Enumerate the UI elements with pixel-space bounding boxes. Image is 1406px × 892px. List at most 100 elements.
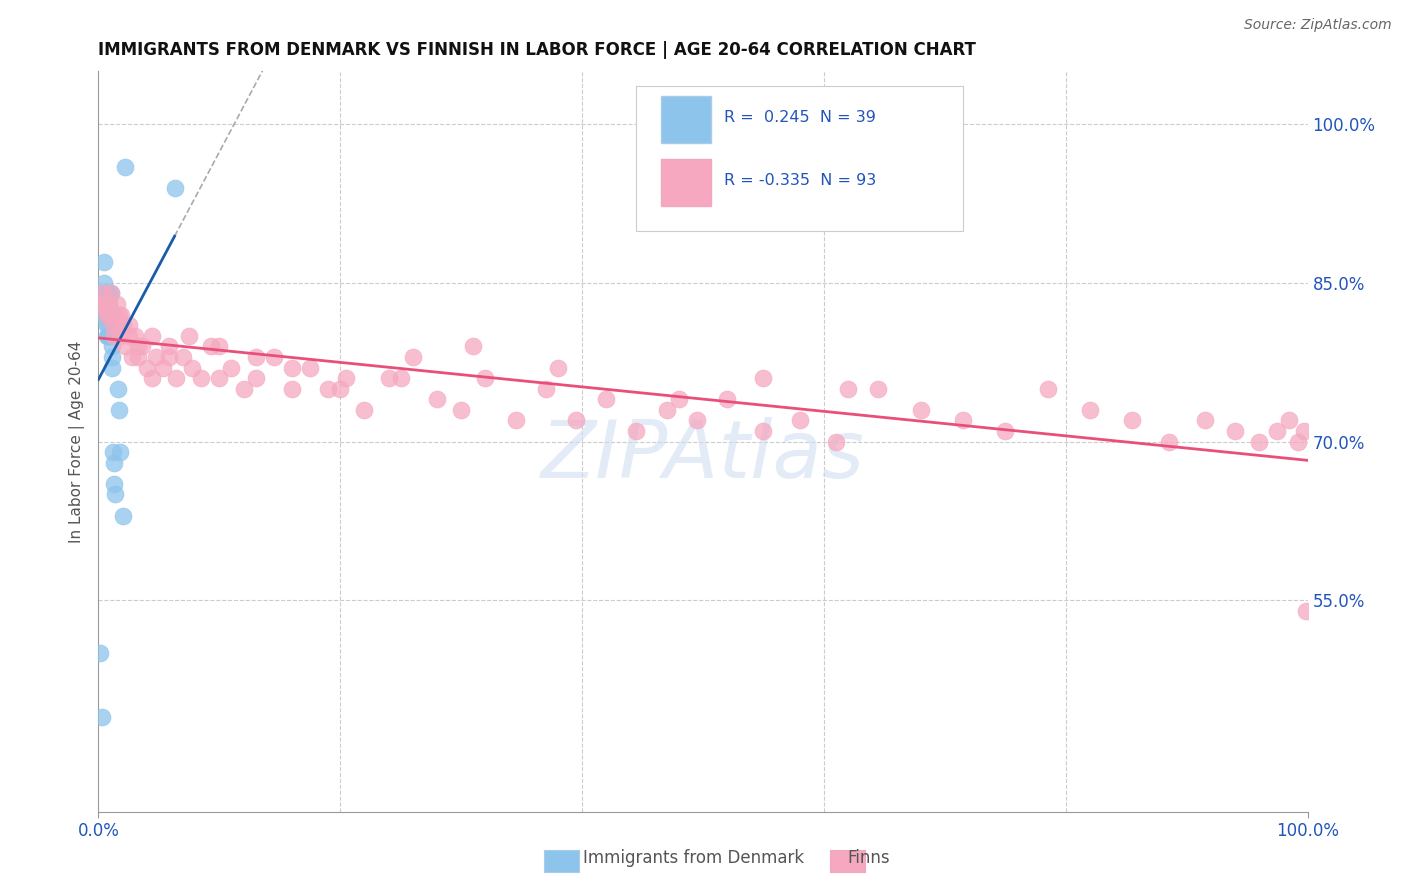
Point [221,360,243,375]
Point [111,318,134,333]
Point [655,402,678,417]
Point [1157,434,1180,449]
Point [208,339,231,353]
Point [101,445,124,459]
Point [152,360,174,375]
Point [100,350,122,364]
Point [100,328,122,343]
Point [245,371,267,385]
Point [141,328,163,343]
Point [96,286,118,301]
Point [100,339,122,353]
Point [825,434,848,449]
Point [752,371,775,385]
Point [353,402,375,417]
Point [837,382,859,396]
Point [127,350,149,364]
Point [96,297,118,311]
Point [104,308,127,322]
Point [90,297,112,311]
Point [389,371,412,385]
Point [157,350,180,364]
Point [165,371,187,385]
Text: Source: ZipAtlas.com: Source: ZipAtlas.com [1244,18,1392,32]
Point [1078,402,1101,417]
Point [402,350,425,364]
Point [91,297,114,311]
Point [107,382,129,396]
Y-axis label: In Labor Force | Age 20-64: In Labor Force | Age 20-64 [69,341,86,542]
Point [97,318,120,333]
Point [335,371,357,385]
Point [93,254,115,268]
Text: ZIPAtlas: ZIPAtlas [541,417,865,495]
Point [100,308,122,322]
Point [141,371,163,385]
Point [1194,413,1216,427]
Point [1036,382,1059,396]
Point [1286,434,1309,449]
Point [1223,424,1246,438]
Point [97,286,120,301]
Point [93,297,115,311]
Point [93,276,115,290]
Point [91,286,114,301]
Point [100,360,122,375]
Point [121,350,143,364]
Point [789,413,811,427]
Point [1267,424,1289,438]
Point [93,286,115,301]
Point [910,402,932,417]
Point [1295,604,1317,618]
Point [124,328,146,343]
Point [114,339,136,353]
Point [96,308,118,322]
Point [565,413,588,427]
Point [91,308,114,322]
Point [1278,413,1301,427]
FancyBboxPatch shape [661,95,711,144]
Point [114,160,136,174]
Point [91,709,114,723]
Point [110,308,132,322]
Point [1121,413,1143,427]
Text: IMMIGRANTS FROM DENMARK VS FINNISH IN LABOR FORCE | AGE 20-64 CORRELATION CHART: IMMIGRANTS FROM DENMARK VS FINNISH IN LA… [98,41,976,59]
Point [96,328,118,343]
Point [163,180,186,194]
Point [172,350,194,364]
Point [104,487,127,501]
Point [105,297,128,311]
Point [179,328,201,343]
Point [868,382,890,396]
FancyBboxPatch shape [661,159,711,206]
Point [98,328,121,343]
Point [94,308,117,322]
Point [450,402,472,417]
FancyBboxPatch shape [637,87,963,230]
Point [94,297,117,311]
Point [752,424,775,438]
Point [101,318,124,333]
Point [994,424,1017,438]
Text: R =  0.245  N = 39: R = 0.245 N = 39 [724,110,876,125]
Point [94,286,117,301]
Point [103,476,125,491]
Point [135,360,157,375]
Point [131,339,153,353]
Point [595,392,617,407]
Point [668,392,690,407]
Point [108,328,131,343]
Point [505,413,527,427]
Point [118,318,141,333]
Point [299,360,322,375]
Point [626,424,648,438]
Point [103,456,125,470]
Point [108,308,131,322]
Text: R = -0.335  N = 93: R = -0.335 N = 93 [724,173,876,188]
Point [89,646,111,660]
Point [190,371,212,385]
Point [103,328,125,343]
Point [208,371,231,385]
Point [245,350,267,364]
Point [100,286,122,301]
